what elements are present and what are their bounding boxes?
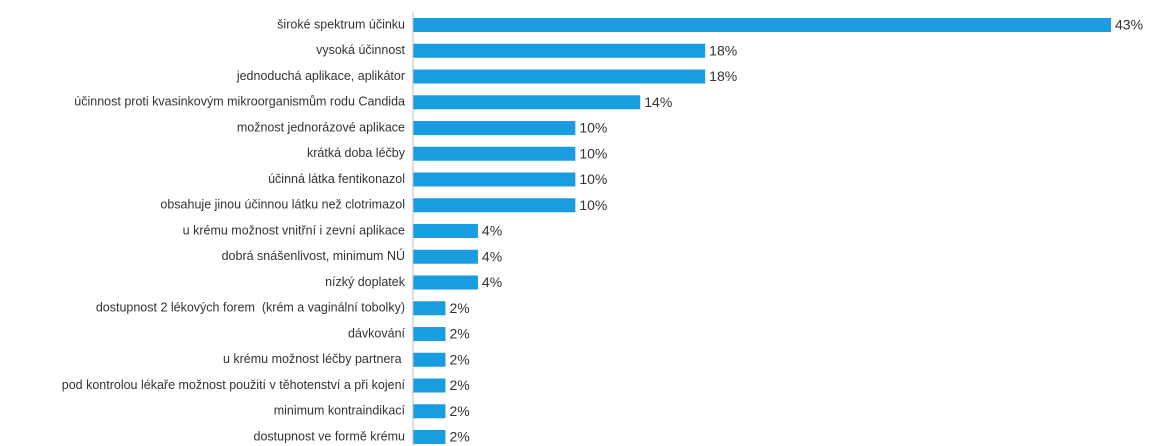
bar bbox=[413, 275, 478, 290]
category-label: u krému možnost léčby partnera bbox=[223, 352, 405, 366]
bar bbox=[413, 18, 1111, 32]
category-label: nízký doplatek bbox=[325, 275, 406, 289]
bar bbox=[413, 146, 576, 161]
value-label: 10% bbox=[579, 197, 607, 213]
value-label: 2% bbox=[449, 403, 469, 419]
value-label: 4% bbox=[482, 248, 502, 264]
value-label: 2% bbox=[449, 326, 469, 342]
bar bbox=[413, 430, 446, 444]
bar bbox=[413, 95, 641, 110]
bar bbox=[413, 121, 576, 135]
bar bbox=[413, 69, 706, 84]
value-label: 4% bbox=[482, 274, 502, 290]
category-label: vysoká účinnost bbox=[316, 43, 405, 57]
category-label: dostupnost 2 lékových forem (krém a vagi… bbox=[96, 301, 405, 315]
category-label: dostupnost ve formě krému bbox=[254, 429, 406, 443]
value-label: 4% bbox=[482, 223, 502, 239]
category-label: pod kontrolou lékaře možnost použití v t… bbox=[62, 378, 406, 392]
category-label: jednoduchá aplikace, aplikátor bbox=[236, 69, 405, 83]
category-label: krátká doba léčby bbox=[307, 146, 406, 160]
value-label: 18% bbox=[709, 68, 737, 84]
category-label: široké spektrum účinku bbox=[277, 17, 405, 31]
category-label: účinná látka fentikonazol bbox=[268, 172, 405, 186]
bar bbox=[413, 404, 446, 419]
bar bbox=[413, 43, 706, 58]
bar bbox=[413, 249, 478, 264]
category-label: účinnost proti kvasinkovým mikroorganism… bbox=[74, 95, 405, 109]
category-label: dobrá snášenlivost, minimum NÚ bbox=[222, 248, 405, 263]
bar bbox=[413, 172, 576, 187]
value-label: 10% bbox=[579, 171, 607, 187]
category-label: dávkování bbox=[348, 326, 406, 340]
bar bbox=[413, 224, 478, 238]
category-label: u krému možnost vnitřní i zevní aplikace bbox=[183, 223, 405, 237]
bar bbox=[413, 378, 446, 393]
value-label: 2% bbox=[449, 429, 469, 445]
value-label: 2% bbox=[449, 377, 469, 393]
category-label: obsahuje jinou účinnou látku než clotrim… bbox=[160, 198, 405, 212]
value-label: 2% bbox=[449, 351, 469, 367]
bar bbox=[413, 301, 446, 316]
value-label: 10% bbox=[579, 145, 607, 161]
category-label: možnost jednorázové aplikace bbox=[237, 120, 405, 134]
value-label: 14% bbox=[644, 94, 672, 110]
bar bbox=[413, 352, 446, 367]
category-label: minimum kontraindikací bbox=[274, 404, 406, 418]
value-label: 18% bbox=[709, 42, 737, 58]
bar bbox=[413, 327, 446, 341]
value-label: 2% bbox=[449, 300, 469, 316]
value-label: 43% bbox=[1115, 17, 1143, 33]
bar bbox=[413, 198, 576, 213]
value-label: 10% bbox=[579, 120, 607, 136]
